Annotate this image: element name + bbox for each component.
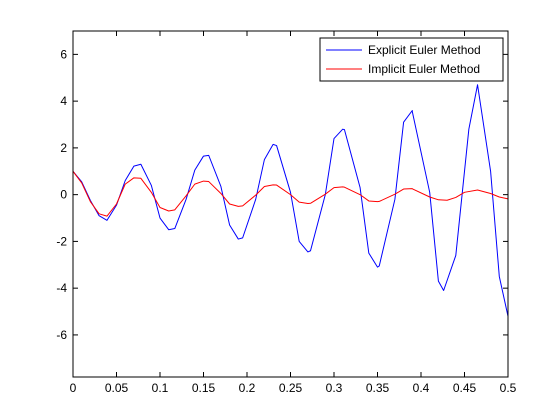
x-tick-label: 0.3 <box>326 381 343 395</box>
y-tick-label: 6 <box>60 47 67 61</box>
y-tick-label: 4 <box>60 94 67 108</box>
x-tick-label: 0.45 <box>453 381 477 395</box>
y-tick-label: -6 <box>56 328 67 342</box>
series-line-2 <box>72 170 509 217</box>
legend-label-1: Explicit Euler Method <box>368 43 481 57</box>
x-tick-label: 0.05 <box>105 381 129 395</box>
y-tick-label: 0 <box>60 188 67 202</box>
legend: Explicit Euler Method Implicit Euler Meth… <box>319 37 504 82</box>
y-tick-label: -2 <box>56 234 67 248</box>
y-tick-label: 2 <box>60 141 67 155</box>
x-tick-label: 0 <box>70 381 77 395</box>
x-tick-label: 0.4 <box>413 381 430 395</box>
legend-box <box>319 37 504 82</box>
series-layer <box>72 84 509 317</box>
x-tick-label: 0.25 <box>279 381 303 395</box>
plot-area <box>73 31 508 377</box>
x-tick-label: 0.2 <box>239 381 256 395</box>
y-tick-label: -4 <box>56 281 67 295</box>
legend-label-2: Implicit Euler Method <box>368 62 480 76</box>
x-tick-label: 0.35 <box>366 381 390 395</box>
y-axis: -6 -4 -2 0 2 4 6 <box>56 47 508 342</box>
x-tick-label: 0.15 <box>192 381 216 395</box>
x-tick-label: 0.1 <box>152 381 169 395</box>
series-line-1 <box>72 84 509 317</box>
x-axis: 0 0.05 0.1 0.15 0.2 0.25 0.3 0.35 0.4 0.45 0.5 <box>70 31 517 395</box>
x-tick-label: 0.5 <box>500 381 517 395</box>
